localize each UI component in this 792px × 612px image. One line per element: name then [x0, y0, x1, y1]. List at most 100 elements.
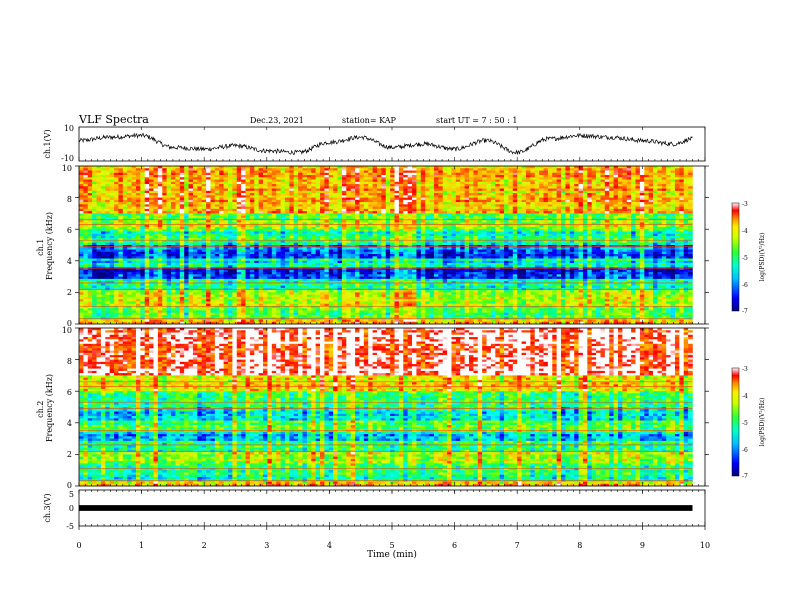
spectrogram-cell [355, 177, 360, 180]
spectrogram-cell [596, 184, 601, 187]
spectrogram-cell [368, 168, 373, 171]
spectrogram-cell [473, 173, 478, 176]
spectrogram-cell [487, 184, 492, 187]
spectrogram-cell [342, 171, 347, 174]
spectrogram-cell [565, 173, 570, 176]
spectrogram-cell [618, 180, 623, 183]
spectrogram-cell [600, 184, 605, 187]
spectrogram-cell [574, 173, 579, 176]
ch1-ytick-bottom: -10 [61, 154, 74, 163]
spectrogram-cell [298, 177, 303, 180]
spectrogram-cell [530, 186, 535, 189]
spectrogram-cell [609, 173, 614, 176]
spectrogram-cell [425, 177, 430, 180]
spectrogram-cell [373, 180, 378, 183]
spectrogram-cell [478, 175, 483, 178]
spectrogram-cell [373, 182, 378, 185]
spectrogram-cell [281, 168, 286, 171]
spectrogram-cell [447, 168, 452, 171]
spectrogram-cell [114, 189, 119, 192]
spectrogram-cell [237, 171, 242, 174]
spectrogram-cell [180, 182, 185, 185]
spectrogram-cell [657, 184, 662, 187]
spectrogram-cell [465, 168, 470, 171]
spectrogram-cell [267, 173, 272, 176]
spectrogram-cell [438, 177, 443, 180]
spectrogram-cell [311, 182, 316, 185]
spectrogram-cell [636, 173, 641, 176]
spectrogram-cell [644, 175, 649, 178]
spectrogram-cell [158, 182, 163, 185]
spectrogram-cell [526, 180, 531, 183]
spectrogram-cell [487, 180, 492, 183]
spectrogram-cell [649, 168, 654, 171]
spectrogram-cell [614, 173, 619, 176]
spectrogram-cell [219, 184, 224, 187]
spectrogram-cell [605, 184, 610, 187]
spectrogram-cell [162, 186, 167, 189]
spectrogram-cell [543, 173, 548, 176]
spectrogram-cell [123, 175, 128, 178]
spectrogram-cell [688, 177, 693, 180]
spectrogram-cell [272, 182, 277, 185]
spectrogram-cell [666, 171, 671, 174]
spectrogram-cell [259, 168, 264, 171]
spectrogram-cell [101, 173, 106, 176]
spectrogram-cell [373, 177, 378, 180]
spectrogram-cell [97, 189, 102, 192]
spectrogram-cell [438, 184, 443, 187]
spectrogram-cell [622, 182, 627, 185]
spectrogram-cell [246, 171, 251, 174]
spectrogram-cell [298, 184, 303, 187]
spectrogram-cell [118, 171, 123, 174]
spectrogram-cell [526, 182, 531, 185]
spectrogram-cell [508, 175, 513, 178]
spectrogram-cell [97, 175, 102, 178]
spectrogram-cell [316, 184, 321, 187]
spectrogram-cell [395, 168, 400, 171]
spectrogram-cell [622, 177, 627, 180]
spectrogram-cell [605, 180, 610, 183]
spectrogram-cell [267, 189, 272, 192]
spectrogram-cell [522, 168, 527, 171]
spectrogram-cell [311, 180, 316, 183]
spectrogram-cell [443, 177, 448, 180]
spectrogram-cell [456, 186, 461, 189]
spectrogram-cell [232, 189, 237, 192]
spectrogram-cell [158, 171, 163, 174]
spectrogram-cell [294, 177, 299, 180]
spectrogram-cell [368, 175, 373, 178]
spectrogram-cell [276, 171, 281, 174]
spectrogram-cell [215, 168, 220, 171]
spectrogram-cell [351, 182, 356, 185]
spectrogram-cell [618, 173, 623, 176]
spectrogram-cell [267, 180, 272, 183]
spectrogram-cell [311, 189, 316, 192]
spectrogram-cell [443, 184, 448, 187]
spectrogram-cell [609, 175, 614, 178]
spectrogram-cell [324, 180, 329, 183]
spectrogram-cell [583, 168, 588, 171]
spectrogram-cell [557, 168, 562, 171]
spectrogram-cell [320, 177, 325, 180]
spectrogram-cell [285, 175, 290, 178]
spectrogram-cell [552, 184, 557, 187]
spectrogram-cell [294, 189, 299, 192]
spectrogram-cell [158, 173, 163, 176]
spectrogram-cell [307, 189, 312, 192]
spectrogram-cell [97, 168, 102, 171]
spectrogram-cell [189, 175, 194, 178]
spectrogram-cell [421, 171, 426, 174]
spectrogram-cell [298, 175, 303, 178]
spectrogram-cell [381, 173, 386, 176]
spectrogram-cell [434, 186, 439, 189]
spectrogram-cell [381, 175, 386, 178]
spectrogram-cell [465, 184, 470, 187]
spectrogram-cell [478, 186, 483, 189]
spectrogram-cell [640, 171, 645, 174]
spectrogram-cell [351, 180, 356, 183]
spectrogram-cell [592, 168, 597, 171]
spectrogram-cell [605, 182, 610, 185]
spectrogram-cell [101, 184, 106, 187]
spectrogram-cell [447, 173, 452, 176]
